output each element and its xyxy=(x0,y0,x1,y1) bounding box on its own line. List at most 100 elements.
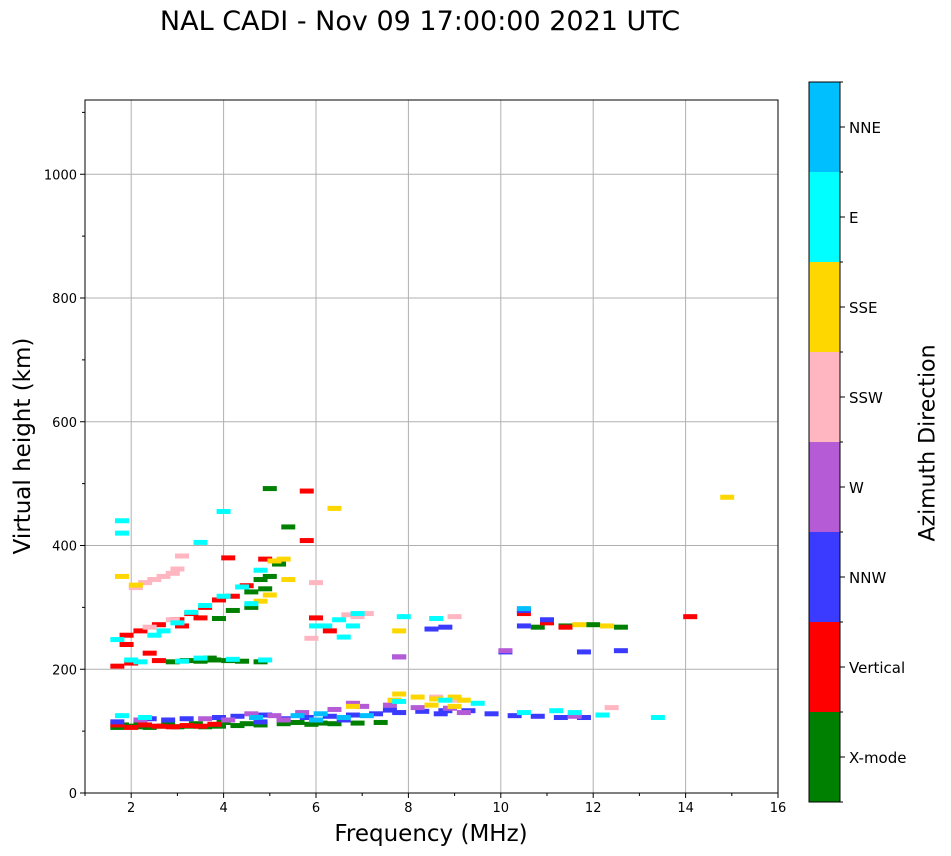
y-tick-label: 600 xyxy=(52,416,77,431)
echo-point-w xyxy=(498,648,513,654)
y-tick-label: 200 xyxy=(52,663,77,678)
echo-point-vertical xyxy=(225,593,240,599)
echo-point-e xyxy=(336,634,351,640)
echo-point-sse xyxy=(327,505,342,511)
echo-point-nnw xyxy=(392,710,407,716)
echo-point-vertical xyxy=(151,622,166,628)
colorbar-swatch-vertical xyxy=(809,622,840,712)
echo-point-w xyxy=(410,705,425,711)
echo-point-x-mode xyxy=(530,624,545,630)
y-tick-label: 800 xyxy=(52,292,77,307)
x-axis-ticks: 2 4 6 8 10 12 14 16 xyxy=(84,793,787,816)
chart-title: NAL CADI - Nov 09 17:00:00 2021 UTC xyxy=(159,6,681,37)
x-axis-label: Frequency (MHz) xyxy=(334,821,527,847)
echo-point-vertical xyxy=(558,624,573,630)
echo-point-e xyxy=(350,611,365,617)
echo-point-vertical xyxy=(193,615,208,621)
echo-point-nne xyxy=(248,715,263,721)
echo-point-w xyxy=(345,700,360,706)
y-tick-label: 1000 xyxy=(44,168,77,183)
echo-point-nnw xyxy=(438,624,453,630)
x-tick-label: 8 xyxy=(404,801,412,816)
echo-point-e xyxy=(567,710,582,716)
echo-point-nnw xyxy=(576,649,591,655)
colorbar: X-mode Vertical NNW W SSW SSE E NNE xyxy=(808,81,906,803)
echo-point-vertical xyxy=(683,614,698,620)
echo-point-x-mode xyxy=(313,720,328,726)
echo-point-x-mode xyxy=(262,486,277,492)
echo-point-nnw xyxy=(433,711,448,717)
echo-point-sse xyxy=(447,694,462,700)
echo-point-ssw xyxy=(170,566,185,572)
echo-point-e xyxy=(345,623,360,629)
echo-point-nnw xyxy=(516,623,531,629)
echo-point-nnw xyxy=(258,712,273,718)
colorbar-tick-label: X-mode xyxy=(849,749,906,767)
colorbar-tick-label: W xyxy=(849,479,864,497)
echo-point-nnw xyxy=(530,713,545,719)
echo-point-x-mode xyxy=(244,604,259,610)
data-points xyxy=(110,486,735,730)
echo-point-vertical xyxy=(258,556,273,562)
x-tick-label: 16 xyxy=(770,801,787,816)
echo-point-e xyxy=(114,518,129,524)
echo-point-e xyxy=(438,697,453,703)
echo-point-e xyxy=(138,715,153,721)
echo-point-e xyxy=(198,603,213,609)
echo-point-nnw xyxy=(553,715,568,721)
colorbar-swatch-e xyxy=(809,172,840,262)
echo-point-nnw xyxy=(382,707,397,713)
echo-point-e xyxy=(114,713,129,719)
echo-point-ssw xyxy=(175,553,190,559)
echo-point-x-mode xyxy=(225,607,240,613)
colorbar-frame xyxy=(808,81,841,803)
echo-point-vertical xyxy=(138,722,153,728)
echo-point-e xyxy=(193,655,208,661)
echo-point-x-mode xyxy=(613,624,628,630)
colorbar-swatch-w xyxy=(809,442,840,532)
echo-point-vertical xyxy=(110,722,125,728)
colorbar-swatch-x-mode xyxy=(809,712,840,802)
echo-point-x-mode xyxy=(586,622,601,628)
echo-point-ssw xyxy=(359,611,374,617)
echo-point-e xyxy=(253,567,268,573)
echo-point-nne xyxy=(359,713,374,719)
y-axis-label: Virtual height (km) xyxy=(10,338,36,555)
echo-point-ssw xyxy=(165,570,180,576)
echo-point-nnw xyxy=(345,712,360,718)
echo-point-ssw xyxy=(304,635,319,641)
echo-point-vertical xyxy=(193,723,208,729)
echo-point-sse xyxy=(429,696,444,702)
echo-point-nnw xyxy=(507,713,522,719)
y-tick-label: 0 xyxy=(69,787,77,802)
colorbar-tick-label: SSW xyxy=(849,389,883,407)
echo-point-nnw xyxy=(540,617,554,623)
echo-point-x-mode xyxy=(211,616,226,622)
echo-point-e xyxy=(193,539,208,545)
colorbar-swatch-sse xyxy=(809,262,840,352)
echo-point-x-mode xyxy=(202,655,217,661)
echo-point-sse xyxy=(276,556,291,562)
echo-point-w xyxy=(221,717,236,723)
echo-point-ssw xyxy=(138,580,153,586)
echo-point-e xyxy=(516,710,531,716)
echo-point-nnw xyxy=(211,715,226,721)
x-tick-label: 10 xyxy=(493,801,510,816)
echo-point-e xyxy=(650,715,665,721)
echo-point-x-mode xyxy=(327,721,342,727)
echo-point-nnw xyxy=(415,708,430,714)
echo-point-vertical xyxy=(221,555,236,561)
echo-point-e xyxy=(235,584,250,590)
echo-point-nne xyxy=(516,606,531,612)
echo-point-nnw xyxy=(230,713,245,719)
echo-point-x-mode xyxy=(239,721,254,727)
echo-point-x-mode xyxy=(244,589,259,595)
grid-lines xyxy=(85,100,778,793)
echo-point-e xyxy=(258,657,273,663)
echo-point-e xyxy=(184,609,199,615)
echo-point-x-mode xyxy=(304,721,319,727)
echo-point-nnw xyxy=(484,711,499,717)
echo-point-ssw xyxy=(341,612,356,618)
echo-point-e xyxy=(110,637,125,643)
